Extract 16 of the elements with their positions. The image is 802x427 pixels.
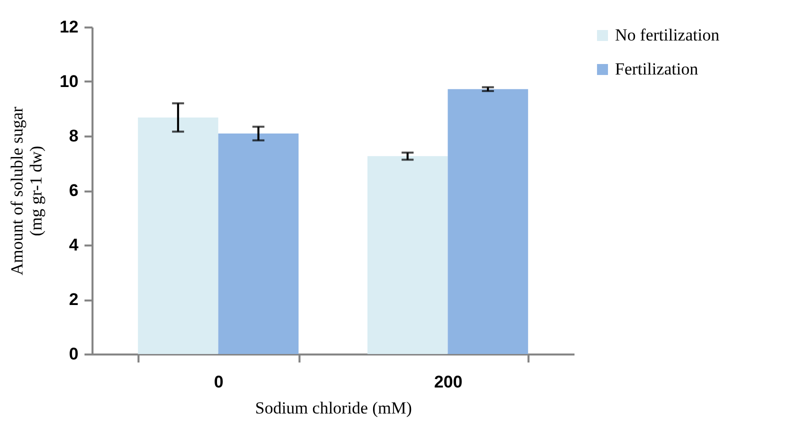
y-tick-label: 8 [69, 126, 78, 146]
bar [218, 134, 299, 354]
bar [367, 156, 448, 354]
bar [138, 117, 218, 354]
y-tick-label: 2 [69, 290, 78, 309]
y-tick-label: 4 [69, 236, 80, 254]
y-tick-label: 6 [69, 181, 78, 200]
legend-label: Fertilization [615, 60, 699, 78]
y-axis-title: Amount of soluble sugar (mg gr-1 dw) [8, 106, 46, 276]
bar [448, 89, 528, 354]
y-tick-label: 12 [60, 18, 78, 36]
y-tick-label: 10 [60, 72, 78, 91]
legend-label: No fertilization [615, 26, 720, 44]
x-axis-title: Sodium chloride (mM) [255, 398, 412, 418]
x-tick-label: 200 [434, 372, 462, 392]
y-tick-label: 0 [69, 344, 78, 364]
